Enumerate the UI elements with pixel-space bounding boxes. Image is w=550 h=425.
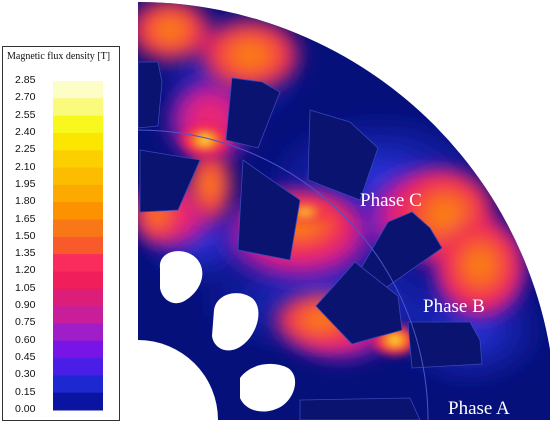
color-swatch (53, 202, 103, 221)
rotor-pole (299, 397, 421, 420)
airgap-arc (138, 129, 429, 420)
rotor-hole (240, 363, 296, 412)
scale-tick-label: 2.70 (15, 91, 36, 104)
color-swatch (53, 323, 103, 342)
scale-tick-label: 1.35 (15, 247, 36, 260)
phase-c-label: Phase C (360, 190, 422, 211)
color-scale-bar (53, 81, 103, 411)
slot (225, 77, 281, 149)
rotor-pole (237, 159, 301, 261)
scale-tick-label: 0.60 (15, 333, 36, 346)
scale-tick-label: 2.25 (15, 143, 36, 156)
slot (407, 321, 483, 369)
scale-tick-label: 0.45 (15, 351, 36, 364)
color-swatch (53, 375, 103, 394)
scale-tick-label: 1.95 (15, 177, 36, 190)
machine-cross-section (138, 2, 550, 420)
scale-tick-label: 0.00 (15, 403, 36, 415)
color-swatch (53, 358, 103, 376)
scale-tick-label: 1.20 (15, 264, 36, 277)
rotor-pole (139, 149, 201, 213)
color-swatch (53, 132, 103, 151)
rotor-hole (212, 293, 259, 351)
shaft-bore (138, 340, 218, 420)
color-swatch (53, 392, 103, 411)
phase-a-label: Phase A (448, 398, 510, 419)
scale-tick-label: 0.15 (15, 385, 36, 398)
slot (307, 109, 379, 201)
scale-tick-label: 1.80 (15, 195, 36, 208)
scale-tick-label: 1.50 (15, 229, 36, 242)
rotor-holes (138, 251, 296, 420)
scale-tick-label: 2.40 (15, 125, 36, 138)
phase-b-label: Phase B (423, 296, 485, 317)
rotor-poles (139, 149, 421, 420)
slot (138, 61, 163, 129)
color-legend: Magnetic flux density [T] 2.85 2.70 2.55 2.… (2, 46, 120, 421)
color-swatch (53, 236, 103, 255)
color-swatch (53, 271, 103, 290)
stator-slots (138, 61, 483, 369)
color-swatch (53, 81, 103, 99)
scale-tick-label: 1.65 (15, 212, 36, 225)
color-swatch (53, 288, 103, 307)
scale-tick-label: 0.90 (15, 299, 36, 312)
color-swatch (53, 115, 103, 134)
scale-tick-label: 0.30 (15, 368, 36, 381)
color-swatch (53, 167, 103, 186)
scale-tick-label: 2.10 (15, 160, 36, 173)
color-swatch (53, 98, 103, 117)
color-swatch (53, 254, 103, 272)
scale-tick-label: 2.85 (15, 74, 36, 86)
color-swatch (53, 184, 103, 203)
scale-tick-label: 2.55 (15, 108, 36, 121)
rotor-hole (159, 251, 203, 304)
color-swatch (53, 340, 103, 359)
color-swatch (53, 219, 103, 238)
rotor-pole (315, 261, 403, 345)
color-swatch (53, 306, 103, 324)
color-swatch (53, 150, 103, 169)
legend-title: Magnetic flux density [T] (7, 51, 111, 62)
scale-tick-label: 1.05 (15, 281, 36, 294)
scale-tick-label: 0.75 (15, 316, 36, 329)
